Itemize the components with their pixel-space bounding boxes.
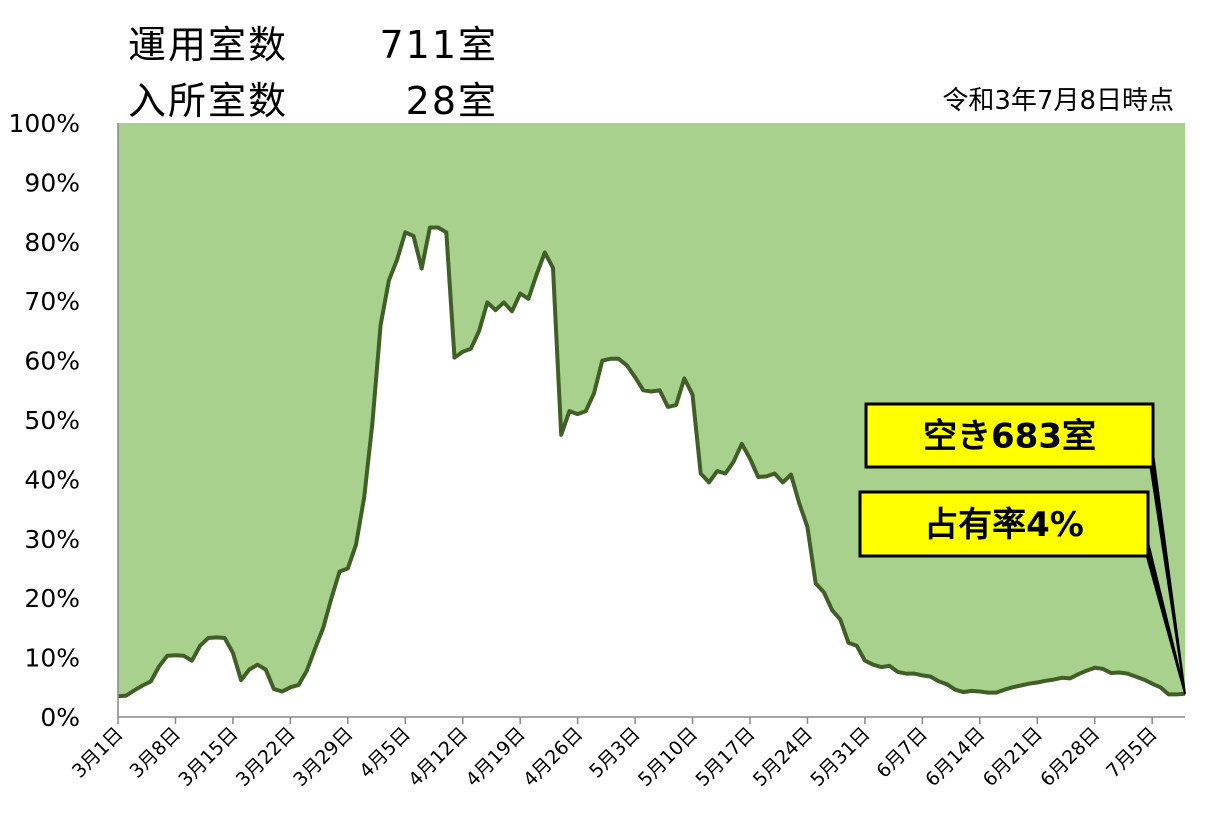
- y-tick-label: 90%: [24, 168, 80, 197]
- x-tick-label: 5月10日: [634, 723, 702, 791]
- vacant-rooms-callout-box: [864, 402, 1155, 469]
- x-tick-label: 4月12日: [404, 723, 472, 791]
- x-tick-label: 5月17日: [691, 723, 759, 791]
- y-tick-label: 20%: [24, 584, 80, 613]
- occupancy-line: [117, 225, 1186, 699]
- occupied-rooms-label: 入所室数: [128, 79, 289, 123]
- y-tick-label: 30%: [24, 525, 80, 554]
- y-tick-label: 10%: [24, 644, 80, 673]
- occupancy-rate-callout-box: [858, 490, 1150, 558]
- y-tick-label: 50%: [24, 406, 80, 435]
- occupancy-rate-callout-text: 占有率4%: [924, 505, 1084, 545]
- x-tick-label: 7月5日: [1102, 723, 1162, 783]
- y-tick-label: 70%: [24, 287, 80, 316]
- y-tick-label: 0%: [40, 703, 80, 732]
- x-tick-label: 6月21日: [979, 723, 1047, 791]
- operating-rooms-label: 運用室数: [128, 23, 289, 67]
- y-tick-label: 80%: [24, 228, 80, 257]
- operating-rooms-value: 711室: [379, 23, 498, 67]
- x-tick-label: 5月24日: [749, 723, 817, 791]
- vacant-rooms-callout-text: 空き683室: [923, 417, 1096, 457]
- y-tick-label: 60%: [24, 347, 80, 376]
- operating-rooms-line: 運用室数 711室: [128, 14, 498, 69]
- x-tick-label: 4月19日: [462, 723, 530, 791]
- x-tick-label: 3月15日: [174, 723, 242, 791]
- x-tick-label: 4月26日: [519, 723, 587, 791]
- x-tick-label: 3月22日: [232, 723, 300, 791]
- x-tick-label: 3月29日: [289, 723, 357, 791]
- y-tick-label: 100%: [9, 109, 80, 138]
- x-tick-label: 6月14日: [921, 723, 989, 791]
- as-of-date: 令和3年7月8日時点: [942, 86, 1174, 116]
- occupancy-area: [118, 227, 1185, 717]
- x-tick-label: 6月28日: [1036, 723, 1104, 791]
- occupied-rooms-value: 28室: [405, 79, 498, 123]
- occupied-rooms-line: 入所室数 28室: [128, 70, 498, 125]
- y-tick-label: 40%: [24, 465, 80, 494]
- x-tick-label: 5月31日: [806, 723, 874, 791]
